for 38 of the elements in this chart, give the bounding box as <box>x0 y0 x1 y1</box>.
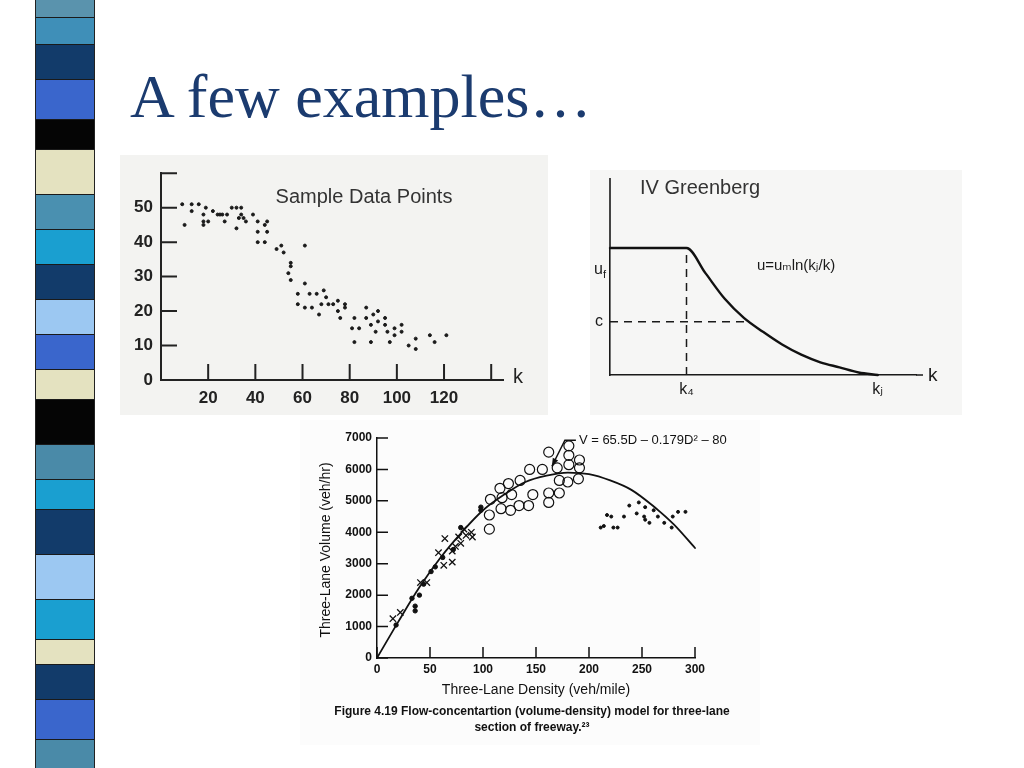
x-tick-label: 150 <box>525 661 547 676</box>
x-tick-label: 120 <box>429 387 459 407</box>
x-axis-title: Three-Lane Density (veh/mile) <box>441 680 631 697</box>
y-tick-label: 40 <box>134 231 153 251</box>
y-axis-title: Three-Lane Volume (veh/hr) <box>316 462 333 638</box>
x-tick-label: 50 <box>423 661 437 676</box>
x-tick-label: 20 <box>198 387 218 407</box>
y-tick-label: 1000 <box>345 618 373 633</box>
x-tick-label: 40 <box>245 387 265 407</box>
x-tick-label: 100 <box>382 387 412 407</box>
caption: Figure 4.19 Flow-concentartion (volume-density) model for three-lane section of freeway.²³ <box>334 704 731 735</box>
x-axis-title: k <box>513 364 524 387</box>
x-tick-label: 100 <box>472 661 494 676</box>
y-tick-label: 5000 <box>345 493 373 508</box>
y-tick-label: 10 <box>134 335 153 355</box>
x-tick-label: kⱼ <box>872 380 884 398</box>
y-tick-label: 7000 <box>345 430 373 445</box>
y-tick-label: 6000 <box>345 461 373 476</box>
x-axis-title: k <box>928 364 938 386</box>
x-tick-label: k₄ <box>679 380 694 398</box>
x-tick-label: 200 <box>578 661 600 676</box>
x-tick-label: 300 <box>684 661 706 676</box>
y-tick-label: 3000 <box>345 556 373 571</box>
chart-title: IV Greenberg <box>639 175 761 198</box>
ref-line-label: c <box>595 312 603 330</box>
annotation: u=uₘln(kⱼ/k) <box>756 256 836 274</box>
x-tick-label: 250 <box>631 661 653 676</box>
x-tick-label: 80 <box>340 387 360 407</box>
text: Sample Data Points <box>275 184 453 207</box>
y-tick-label: 30 <box>134 266 153 286</box>
y-tick-label: 50 <box>134 197 153 217</box>
annotation: V = 65.5D – 0.179D² – 80 <box>578 431 727 447</box>
x-tick-label: 60 <box>293 387 312 407</box>
y-tick-label: 2000 <box>345 587 373 602</box>
text: A few examples… <box>130 61 592 132</box>
y-tick-label: 20 <box>134 300 153 320</box>
y-tick-label: 0 <box>365 650 373 665</box>
y-tick-label: 4000 <box>345 524 373 539</box>
